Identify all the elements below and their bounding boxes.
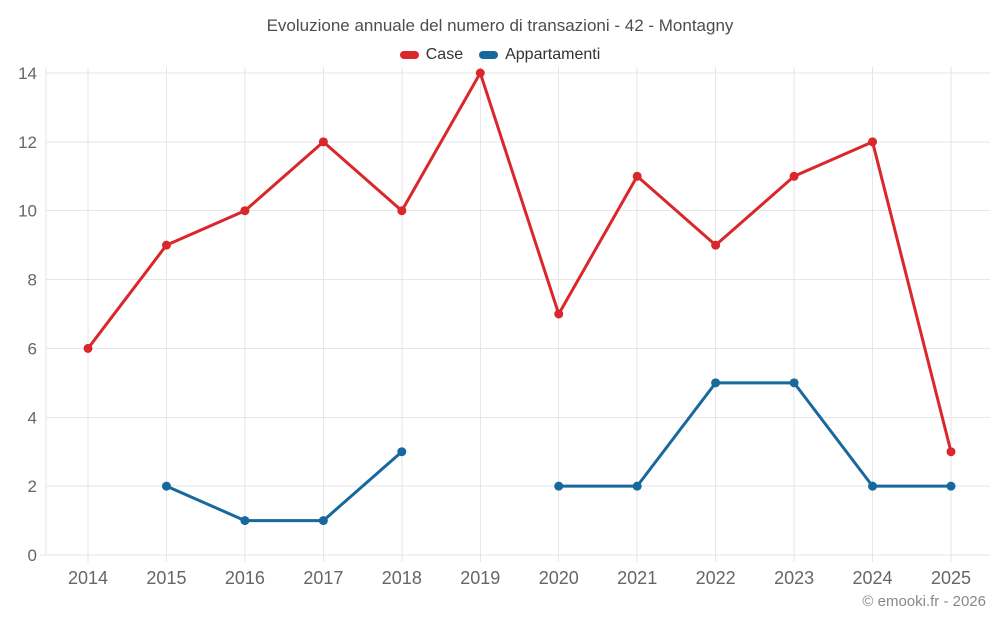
legend-item-appartamenti[interactable]: Appartamenti xyxy=(479,46,600,64)
data-point-case-2019[interactable] xyxy=(475,68,485,78)
data-point-case-2017[interactable] xyxy=(318,137,328,147)
data-point-appartamenti-2017[interactable] xyxy=(318,516,328,526)
data-point-case-2022[interactable] xyxy=(711,240,721,250)
legend-label: Appartamenti xyxy=(505,46,601,63)
y-axis-label-10: 10 xyxy=(18,202,37,221)
x-axis-label-2020: 2020 xyxy=(539,568,579,588)
data-point-appartamenti-2021[interactable] xyxy=(632,481,642,491)
data-point-case-2024[interactable] xyxy=(868,137,878,147)
x-axis-label-2017: 2017 xyxy=(303,568,343,588)
data-point-appartamenti-2016[interactable] xyxy=(240,516,250,526)
x-axis-label-2016: 2016 xyxy=(225,568,265,588)
y-axis-label-2: 2 xyxy=(28,477,37,496)
data-point-case-2020[interactable] xyxy=(554,309,564,319)
data-point-appartamenti-2025[interactable] xyxy=(946,481,956,491)
chart-title: Evoluzione annuale del numero di transaz… xyxy=(266,16,734,35)
x-axis-label-2014: 2014 xyxy=(68,568,108,588)
data-point-appartamenti-2023[interactable] xyxy=(789,378,799,388)
series-line-appartamenti xyxy=(164,450,404,523)
y-axis-label-8: 8 xyxy=(28,271,37,290)
data-point-case-2025[interactable] xyxy=(946,447,956,457)
data-point-appartamenti-2020[interactable] xyxy=(554,481,564,491)
x-axis-label-2018: 2018 xyxy=(382,568,422,588)
data-point-case-2014[interactable] xyxy=(83,343,93,353)
data-point-case-2015[interactable] xyxy=(161,240,171,250)
y-axis-label-4: 4 xyxy=(28,408,37,427)
y-axis-label-6: 6 xyxy=(28,339,37,358)
y-axis-label-12: 12 xyxy=(18,133,37,152)
series-line-case xyxy=(86,71,953,454)
data-point-case-2021[interactable] xyxy=(632,171,642,181)
x-axis-label-2015: 2015 xyxy=(146,568,186,588)
x-axis-label-2019: 2019 xyxy=(460,568,500,588)
data-point-appartamenti-2022[interactable] xyxy=(711,378,721,388)
x-axis-label-2023: 2023 xyxy=(774,568,814,588)
x-axis-label-2025: 2025 xyxy=(931,568,971,588)
x-axis-label-2024: 2024 xyxy=(853,568,893,588)
x-axis-label-2021: 2021 xyxy=(617,568,657,588)
x-axis-label-2022: 2022 xyxy=(696,568,736,588)
legend-swatch-icon xyxy=(479,51,499,59)
data-point-case-2023[interactable] xyxy=(789,171,799,181)
legend: Case Appartamenti xyxy=(0,46,1000,64)
data-point-case-2018[interactable] xyxy=(397,206,407,216)
data-point-appartamenti-2015[interactable] xyxy=(161,481,171,491)
data-point-appartamenti-2018[interactable] xyxy=(397,447,407,457)
watermark-credit: © emooki.fr - 2026 xyxy=(862,593,986,610)
legend-label: Case xyxy=(425,46,464,63)
legend-item-case[interactable]: Case xyxy=(399,46,464,64)
data-point-case-2016[interactable] xyxy=(240,206,250,216)
legend-swatch-icon xyxy=(399,51,419,59)
data-point-appartamenti-2024[interactable] xyxy=(868,481,878,491)
y-axis-label-14: 14 xyxy=(18,64,37,83)
series-line-appartamenti xyxy=(557,381,953,488)
y-axis-label-0: 0 xyxy=(28,546,37,565)
